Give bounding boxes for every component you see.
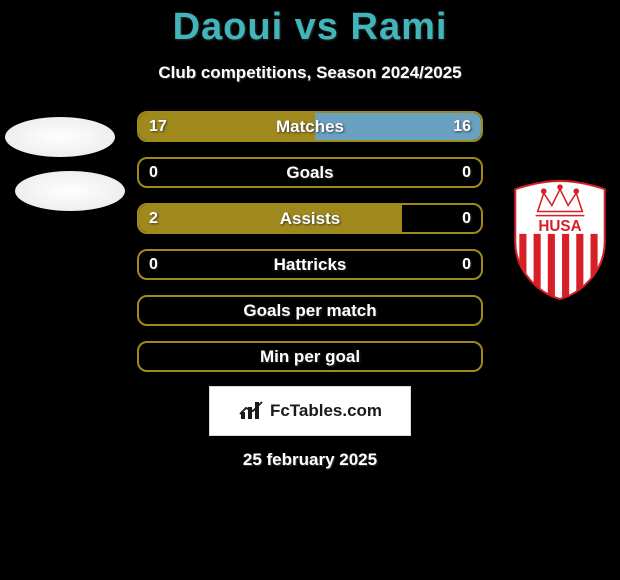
brand-chart-icon xyxy=(238,400,266,422)
stat-value-left: 0 xyxy=(149,159,158,186)
stat-bar-hattricks: Hattricks0 0 xyxy=(137,249,483,280)
stat-value-right: 0 xyxy=(462,205,471,232)
brand-text: FcTables.com xyxy=(270,401,382,421)
player-left-avatar-1 xyxy=(5,117,115,157)
stat-value-left: 17 xyxy=(149,113,167,140)
page-title: Daoui vs Rami xyxy=(0,0,620,49)
date-line: 25 february 2025 xyxy=(0,450,620,470)
stat-bar-goals-per-match: Goals per match xyxy=(137,295,483,326)
club-badge: HUSA xyxy=(509,179,611,301)
stat-bar-matches: Matches17 16 xyxy=(137,111,483,142)
stat-label: Assists xyxy=(139,205,481,232)
stat-label: Goals per match xyxy=(139,297,481,324)
stat-value-left: 2 xyxy=(149,205,158,232)
stat-value-left: 0 xyxy=(149,251,158,278)
stat-value-right: 0 xyxy=(462,159,471,186)
stat-bar-min-per-goal: Min per goal xyxy=(137,341,483,372)
player-left-avatar-2 xyxy=(15,171,125,211)
brand-box[interactable]: FcTables.com xyxy=(209,386,411,436)
stat-label: Min per goal xyxy=(139,343,481,370)
stat-value-right: 0 xyxy=(462,251,471,278)
stat-value-right: 16 xyxy=(453,113,471,140)
stat-label: Hattricks xyxy=(139,251,481,278)
subtitle: Club competitions, Season 2024/2025 xyxy=(0,63,620,83)
stat-label: Goals xyxy=(139,159,481,186)
stat-bar-goals: Goals0 0 xyxy=(137,157,483,188)
stat-bar-assists: Assists2 0 xyxy=(137,203,483,234)
stat-label: Matches xyxy=(139,113,481,140)
club-badge-text: HUSA xyxy=(538,218,581,235)
